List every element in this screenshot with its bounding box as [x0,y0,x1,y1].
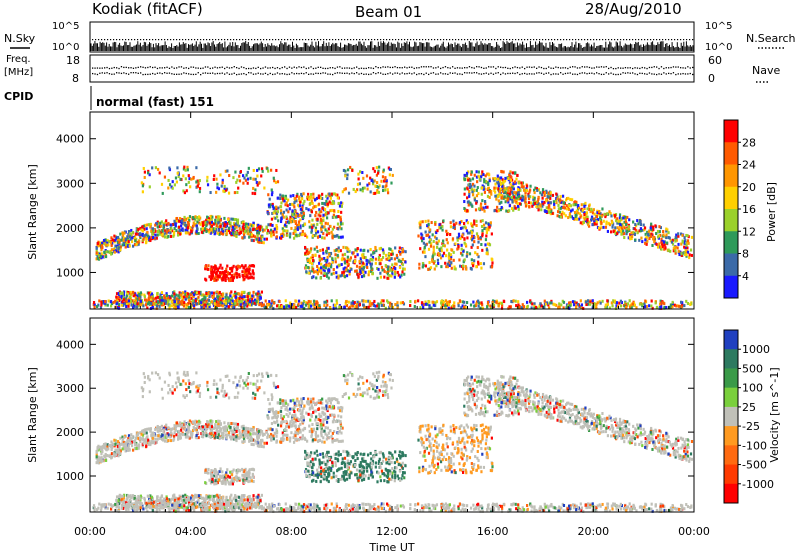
velocity-colorbar-label: Velocity [m s^-1] [768,367,781,462]
colorbar-swatch [724,330,738,350]
colorbar-tick-label: 25 [742,401,756,414]
time-tick-label: 08:00 [275,525,307,538]
time-tick-label: 20:00 [577,525,609,538]
colorbar-tick-label: 500 [742,362,763,375]
range-tick-label: 4000 [56,133,84,146]
range-tick-label: 2000 [56,426,84,439]
colorbar-tick-label: -100 [742,439,767,452]
nave-label: Nave [752,64,780,77]
range-tick-label: 2000 [56,222,84,235]
colorbar-swatch [724,445,738,466]
colorbar-swatch [724,253,738,277]
counts-panel-frame [89,21,695,53]
nsky-label: N.Sky [4,32,36,45]
colorbar-tick-label: 8 [742,248,749,261]
colorbar-swatch [724,406,738,427]
colorbar-swatch [724,387,738,408]
colorbar-tick-label: 4 [742,270,749,283]
colorbar-tick-label: 12 [742,225,756,238]
colorbar-tick-label: 20 [742,181,756,194]
time-tick-label: 16:00 [477,525,509,538]
colorbar-tick-label: 24 [742,159,756,172]
colorbar-tick-label: 100 [742,382,763,395]
freq-tick-top: 18 [66,54,80,67]
colorbar-tick-label: 28 [742,136,756,149]
colorbar-swatch [724,120,738,143]
nave-tick-bottom: 0 [708,72,715,85]
freq-trace [92,66,694,76]
velocity-ylabel: Slant Range [km] [26,367,39,463]
station-title: Kodiak (fitACF) [92,0,203,18]
colorbar-swatch [724,186,738,210]
freq-label: Freq. [6,54,31,65]
count-tick-right-bottom: 10^0 [705,42,732,53]
colorbar-swatch [724,164,738,188]
colorbar-tick-label: -1000 [742,478,774,491]
range-tick-label: 1000 [56,266,84,279]
colorbar-tick-label: 1000 [742,343,770,356]
freq-tick-bottom: 8 [72,72,79,85]
cpid-value: normal (fast) 151 [96,95,214,109]
counts-trace [90,39,694,51]
colorbar-tick-label: -25 [742,420,760,433]
colorbar-swatch [724,483,738,504]
colorbar-swatch [724,426,738,446]
colorbar-swatch [724,231,738,254]
time-tick-label: 00:00 [678,525,710,538]
range-tick-label: 3000 [56,382,84,395]
cpid-label: CPID [4,90,33,103]
colorbar-tick-label: 16 [742,203,756,216]
colorbar-swatch [724,349,738,369]
range-tick-label: 3000 [56,177,84,190]
beam-title: Beam 01 [355,3,422,21]
time-xlabel: Time UT [368,541,414,554]
time-tick-label: 12:00 [376,525,408,538]
nave-tick-top: 60 [708,54,722,67]
time-tick-label: 04:00 [175,525,207,538]
power-ylabel: Slant Range [km] [26,164,39,260]
nsearch-label: N.Search [746,32,796,45]
colorbar-swatch [724,368,738,389]
colorbar-tick-label: -500 [742,459,767,472]
range-tick-label: 4000 [56,338,84,351]
freq-panel-frame [89,54,695,83]
velocity-heatmap [92,370,694,513]
count-tick-left-bottom: 10^0 [52,42,79,53]
colorbar-swatch [724,464,738,485]
power-heatmap [92,165,694,310]
colorbar-swatch [724,275,738,299]
date-title: 28/Aug/2010 [585,0,682,18]
colorbar-swatch [724,142,738,165]
freq-unit: [MHz] [4,67,33,78]
colorbar-swatch [724,209,738,232]
count-tick-right-top: 10^5 [705,21,732,32]
time-tick-label: 00:00 [74,525,106,538]
power-colorbar-label: Power [dB] [765,182,778,242]
range-tick-label: 1000 [56,470,84,483]
count-tick-left-top: 10^5 [52,21,79,32]
power-panel-frame [89,111,695,310]
